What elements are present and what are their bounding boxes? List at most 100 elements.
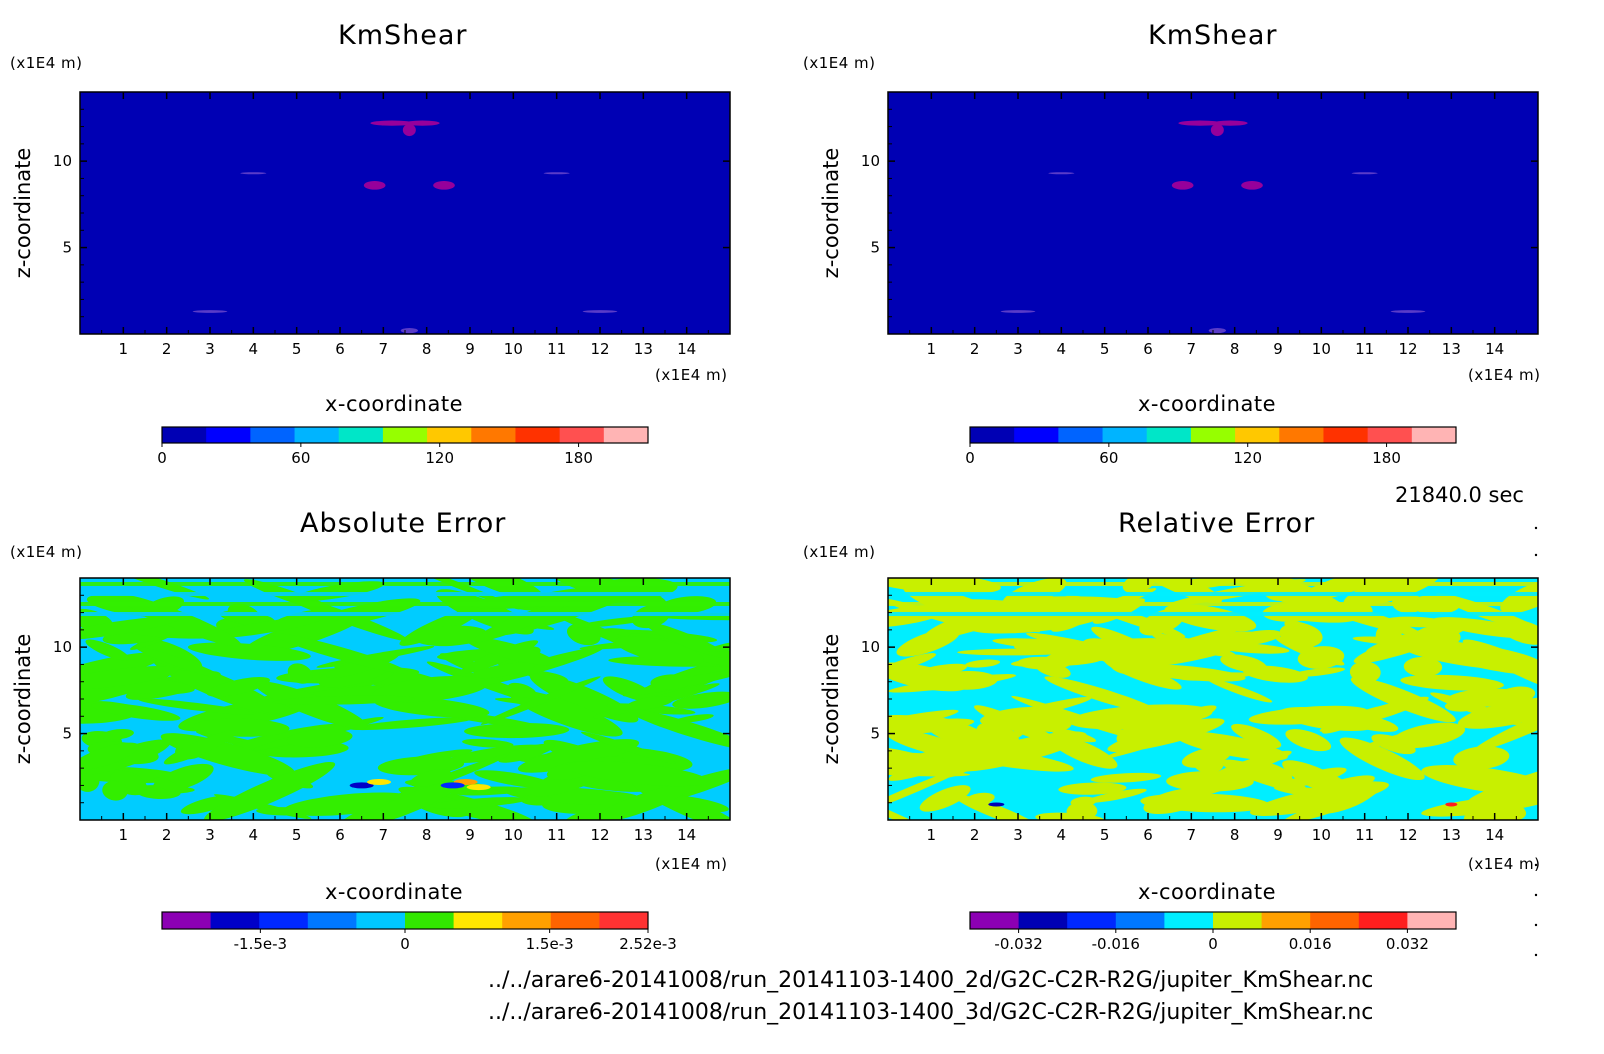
error-hotspot [988,802,1005,807]
shear-feature [1000,310,1036,313]
x-tick-label: 3 [1013,826,1023,844]
x-tick-label: 2 [970,826,980,844]
shear-feature [240,172,267,175]
error-streak [1090,772,1162,783]
error-streak [101,728,134,740]
error-streak [672,691,730,709]
field-3 [80,578,730,820]
y-tick-label: 10 [861,152,880,170]
colorbar-segment [1358,912,1408,929]
error-streak [948,731,1087,772]
error-streak [1058,782,1127,795]
error-streak [1352,636,1432,647]
error-streak [180,795,233,815]
colorbar-segment [294,427,340,443]
error-streak [645,622,728,658]
x-tick-label: 7 [1187,340,1197,358]
colorbar-segment [559,427,605,443]
error-streak [997,696,1092,721]
panel3-x-unit: (x1E4 m) [655,855,728,873]
error-streak [1339,737,1425,781]
colorbar-segment [1261,912,1311,929]
x-tick-label: 7 [1187,826,1197,844]
panel3-title: Absolute Error [300,508,507,539]
x-tick-label: 4 [249,340,259,358]
error-streak [1107,718,1225,753]
field-4 [888,578,1538,820]
error-streak [293,581,385,602]
colorbar-tick-label: 180 [1372,449,1401,467]
error-streak [896,628,960,657]
error-streak [428,797,528,809]
error-streak [1284,620,1322,638]
panel3-y-unit: (x1E4 m) [10,543,83,561]
colorbar-segment [1213,912,1263,929]
error-streak [153,777,181,792]
error-streak [1392,722,1466,749]
error-streak [1070,796,1097,807]
error-streak [1164,604,1257,632]
colorbar-segment [1323,427,1369,443]
error-streak [1290,667,1345,677]
error-streak [1473,695,1538,752]
shear-feature [1171,181,1194,190]
error-streak [888,764,972,816]
colorbar-segment [471,427,516,443]
error-streak [1181,747,1231,768]
error-streak [888,674,1017,693]
shear-feature [1213,120,1248,126]
error-streak [552,578,667,606]
colorbar-segment [206,427,251,443]
error-streak [602,676,656,702]
colorbar-tick-label: 120 [425,449,454,467]
error-streak [1027,709,1073,733]
colorbar-segment [1067,912,1117,929]
margin-dot [1534,526,1538,530]
error-streak [362,781,459,820]
panel2-title: KmShear [1148,20,1278,51]
error-streak [1085,788,1147,803]
colorbar-segment [427,427,472,443]
error-streak [517,739,640,773]
error-streak [85,639,130,661]
error-band [888,612,1538,616]
x-tick-label: 11 [1355,826,1374,844]
colorbar-segment [1058,427,1104,443]
colorbar-tick-label: -1.5e-3 [234,935,287,953]
error-streak [1166,771,1254,792]
error-hotspot [349,782,374,789]
panel1-title: KmShear [338,20,468,51]
error-streak [581,731,677,764]
error-streak [1282,760,1359,800]
colorbar-tick-label: 1.5e-3 [526,935,574,953]
colorbar-segment [1014,427,1059,443]
margin-dot [1534,893,1538,897]
error-streak [507,682,537,699]
field-1 [80,92,730,334]
x-tick-label: 12 [1398,826,1417,844]
colorbar: 0 60 120 180 [965,426,1457,467]
x-tick-label: 9 [465,826,475,844]
error-streak [1044,676,1162,715]
x-tick-label: 3 [1013,340,1023,358]
colorbar-tick-label: 0.016 [1289,935,1332,953]
x-tick-label: 13 [1442,340,1461,358]
error-streak [163,730,237,765]
error-streak [1453,746,1510,770]
y-tick-label: 5 [62,725,72,743]
error-streak [1173,731,1288,761]
x-tick-label: 4 [249,826,259,844]
colorbar-tick-label: 60 [291,449,310,467]
error-streak [1285,729,1332,752]
error-streak [80,742,139,771]
x-tick-label: 8 [1230,826,1240,844]
shear-feature [370,120,414,126]
error-streak [206,677,270,697]
colorbar: 0 60 120 180 [157,426,649,467]
colorbar-segment [162,912,212,929]
error-streak [256,807,307,816]
error-streak [1066,801,1098,820]
error-band [80,592,730,596]
